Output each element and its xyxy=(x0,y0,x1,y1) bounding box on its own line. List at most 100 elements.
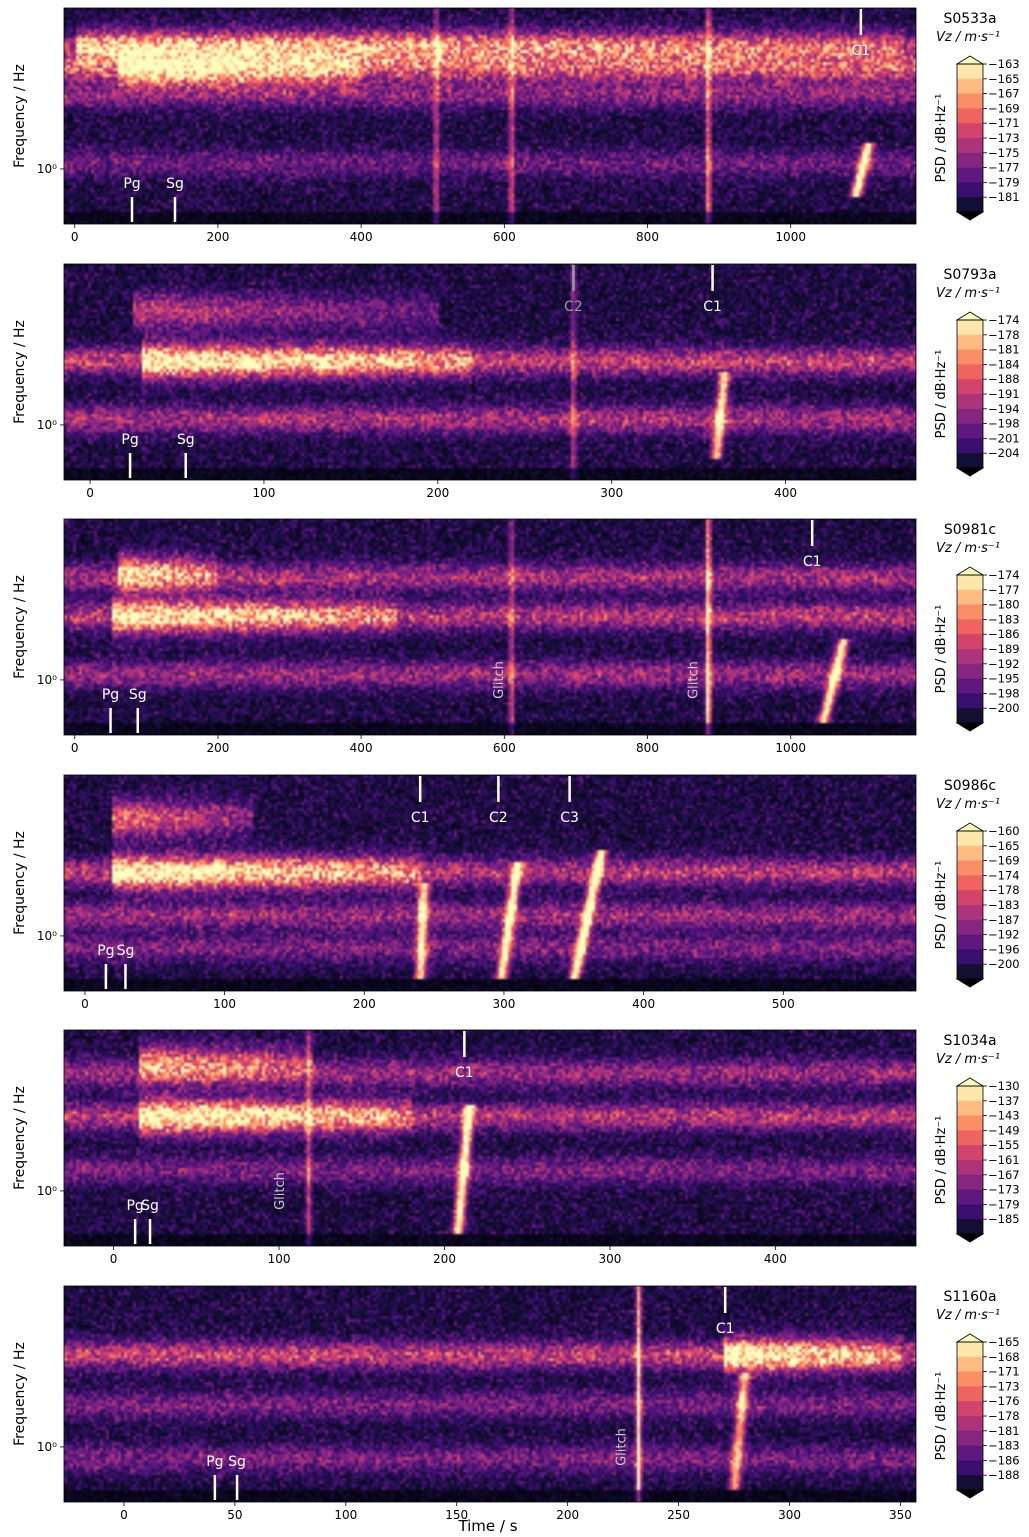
phase-marker-label: Sg xyxy=(141,1198,159,1214)
colorbar-segment xyxy=(957,634,983,650)
phase-marker: Pg xyxy=(126,1198,144,1244)
spectrogram-image xyxy=(64,519,916,735)
event-title: S1034a xyxy=(943,1033,996,1049)
colorbar-segment xyxy=(957,1342,983,1358)
phase-marker-label: Pg xyxy=(126,1198,143,1214)
colorbar-segment xyxy=(957,1475,983,1491)
y-axis-label: Frequency / Hz xyxy=(12,831,28,935)
colorbar-tick-label: −187 xyxy=(988,913,1020,927)
colorbar-tick-label: −173 xyxy=(988,131,1020,145)
component-label: Vz / m·s⁻¹ xyxy=(936,30,1000,45)
colorbar-tick-label: −171 xyxy=(988,116,1020,130)
plot-frame xyxy=(63,518,917,736)
colorbar-tick-label: −169 xyxy=(988,854,1020,868)
phase-marker-label: C1 xyxy=(411,810,430,826)
colorbar-tick-label: −155 xyxy=(988,1138,1020,1152)
plot-frame xyxy=(63,1285,917,1503)
colorbar-tick-label: −173 xyxy=(988,1183,1020,1197)
colorbar-segment xyxy=(957,1401,983,1417)
colorbar-segment xyxy=(957,934,983,950)
phase-marker-label: C1 xyxy=(455,1065,474,1081)
colorbar-tick-label: −168 xyxy=(988,1350,1020,1364)
y-tick-label: 10⁰ xyxy=(37,1184,57,1198)
colorbar-segment xyxy=(957,423,983,439)
component-label: Vz / m·s⁻¹ xyxy=(936,797,1000,812)
colorbar-tick-label: −174 xyxy=(988,868,1020,882)
phase-marker: Pg xyxy=(123,176,141,222)
x-tick-label: 1000 xyxy=(775,741,806,755)
colorbar-segment xyxy=(957,604,983,620)
colorbar: −160−165−169−174−178−183−187−192−196−200… xyxy=(934,822,1020,988)
colorbar-tick-label: −198 xyxy=(988,686,1020,700)
colorbar: −165−168−171−173−176−178−181−183−186−188… xyxy=(934,1333,1020,1499)
x-tick-label: 300 xyxy=(493,997,516,1011)
colorbar-segment xyxy=(957,1130,983,1146)
x-tick-label: 300 xyxy=(600,486,623,500)
y-tick-label: 10⁰ xyxy=(37,162,57,176)
plot-frame xyxy=(63,774,917,992)
x-tick-label: 200 xyxy=(426,486,449,500)
colorbar-segment xyxy=(957,875,983,891)
colorbar-segment xyxy=(957,1445,983,1461)
component-label: Vz / m·s⁻¹ xyxy=(936,541,1000,556)
colorbar-label: PSD / dB·Hz⁻¹ xyxy=(934,94,949,183)
colorbar-segment xyxy=(957,1371,983,1387)
colorbar-tick-label: −137 xyxy=(988,1094,1020,1108)
colorbar-segment xyxy=(957,394,983,410)
phase-marker: C2 xyxy=(489,776,508,826)
colorbar-tick-label: −177 xyxy=(988,161,1020,175)
colorbar-segment xyxy=(957,152,983,169)
colorbar-segment xyxy=(957,949,983,965)
x-tick-label: 600 xyxy=(493,741,516,755)
phase-marker-label: Sg xyxy=(166,176,184,192)
phase-marker-label: Pg xyxy=(97,943,114,959)
colorbar-segment xyxy=(957,663,983,680)
colorbar-segment xyxy=(957,93,983,109)
colorbar-label: PSD / dB·Hz⁻¹ xyxy=(934,605,949,694)
x-tick-label: 0 xyxy=(120,1508,128,1522)
colorbar-segment xyxy=(957,890,983,906)
colorbar-segment xyxy=(957,919,983,936)
colorbar-segment xyxy=(957,320,983,336)
colorbar-segment xyxy=(957,182,983,198)
colorbar-tick-label: −181 xyxy=(988,190,1020,204)
phase-marker: C2 xyxy=(564,265,583,315)
colorbar-segment xyxy=(957,1174,983,1191)
colorbar-segment xyxy=(957,138,983,154)
colorbar: −163−165−167−169−171−173−175−177−179−181… xyxy=(934,55,1020,221)
phase-marker: Sg xyxy=(166,176,184,222)
colorbar-segment xyxy=(957,905,983,921)
x-tick-label: 800 xyxy=(636,741,659,755)
colorbar-segment xyxy=(957,379,983,395)
event-title: S0986c xyxy=(944,778,996,794)
colorbar-segment xyxy=(957,1356,983,1373)
colorbar-tick-label: −186 xyxy=(988,627,1020,641)
component-label: Vz / m·s⁻¹ xyxy=(936,1052,1000,1067)
colorbar-tick-label: −188 xyxy=(988,372,1020,386)
colorbar-segment xyxy=(957,845,983,862)
phase-marker: Sg xyxy=(141,1198,159,1244)
phase-marker-label: Pg xyxy=(102,687,119,703)
spectrogram-image xyxy=(64,1030,916,1246)
glitch-label: Glitch xyxy=(492,661,507,699)
phase-marker-label: C1 xyxy=(703,299,722,315)
colorbar-tick-label: −198 xyxy=(988,417,1020,431)
colorbar-segment xyxy=(957,78,983,95)
colorbar-tick-label: −165 xyxy=(988,72,1020,86)
phase-marker: Pg xyxy=(97,943,115,989)
y-tick-label: 10⁰ xyxy=(37,673,57,687)
x-tick-label: 0 xyxy=(86,486,94,500)
colorbar-segment xyxy=(957,1219,983,1235)
x-tick-label: 400 xyxy=(350,741,373,755)
x-tick-label: 100 xyxy=(268,1252,291,1266)
phase-marker: Pg xyxy=(102,687,119,733)
phase-marker: Sg xyxy=(117,943,134,989)
spectrogram-panel: 0 50 100 150 200 250 300 350 10⁰ Frequency / Hz Pg… xyxy=(12,1285,1020,1522)
colorbar-tick-label: −183 xyxy=(988,612,1020,626)
colorbar-segment xyxy=(957,1086,983,1102)
colorbar-tick-label: −175 xyxy=(988,146,1020,160)
colorbar-tick-label: −185 xyxy=(988,1212,1020,1226)
plot-frame xyxy=(63,1029,917,1247)
colorbar-tick-label: −130 xyxy=(988,1079,1020,1093)
